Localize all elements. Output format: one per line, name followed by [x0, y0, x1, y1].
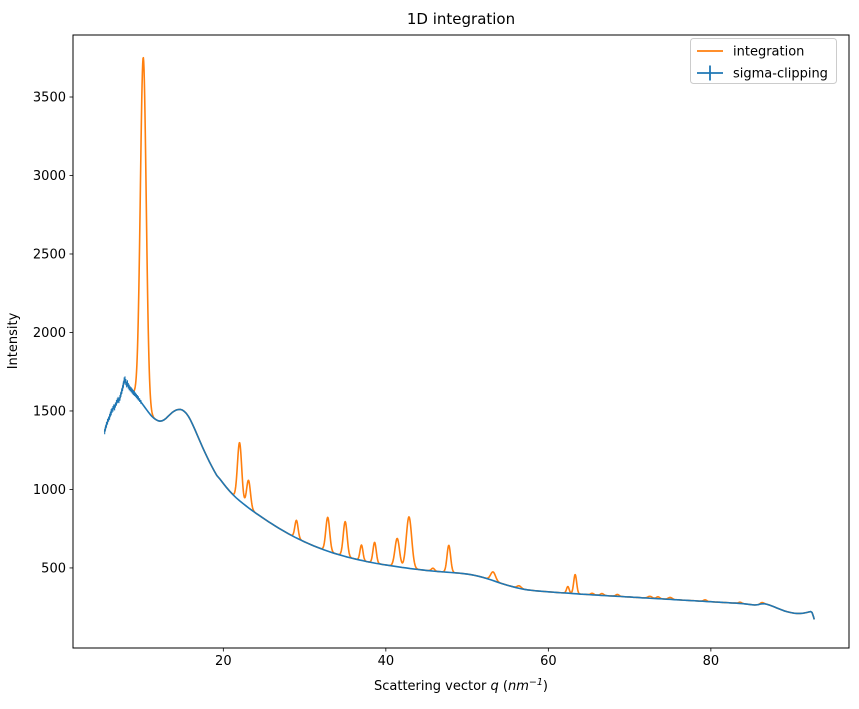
x-tick-label: 80: [703, 654, 720, 669]
chart-title: 1D integration: [407, 10, 515, 28]
legend-label-integration: integration: [733, 45, 804, 60]
plot-area: [73, 35, 849, 648]
legend-entry-integration: integration: [697, 45, 804, 60]
x-tick-label: 20: [215, 654, 232, 669]
y-tick-label: 1000: [33, 483, 66, 498]
legend: integration sigma-clipping: [690, 38, 837, 84]
legend-entry-sigma-clipping: sigma-clipping: [697, 65, 828, 82]
y-tick-label: 2500: [33, 247, 66, 262]
axis-ticks: [69, 96, 712, 652]
x-tick-label: 40: [378, 654, 395, 669]
y-tick-label: 3500: [33, 91, 66, 106]
plot-spines: [72, 34, 850, 649]
y-tick-label: 3000: [33, 169, 66, 184]
sigma-clipping-curve: [103, 378, 815, 620]
y-tick-label: 1500: [33, 404, 66, 419]
axis-tick-labels: 20 40 60 80 500 1000 1500 2000 2500 3000 3500: [33, 91, 719, 669]
y-tick-label: 2000: [33, 326, 66, 341]
y-tick-label: 500: [41, 561, 66, 576]
x-tick-label: 60: [540, 654, 557, 669]
legend-label-sigma-clipping: sigma-clipping: [733, 67, 828, 82]
y-axis-label: Intensity: [6, 312, 21, 369]
curves: [103, 56, 815, 620]
x-axis-label: Scattering vector q (nm−1): [374, 677, 548, 694]
legend-frame: [690, 38, 837, 84]
